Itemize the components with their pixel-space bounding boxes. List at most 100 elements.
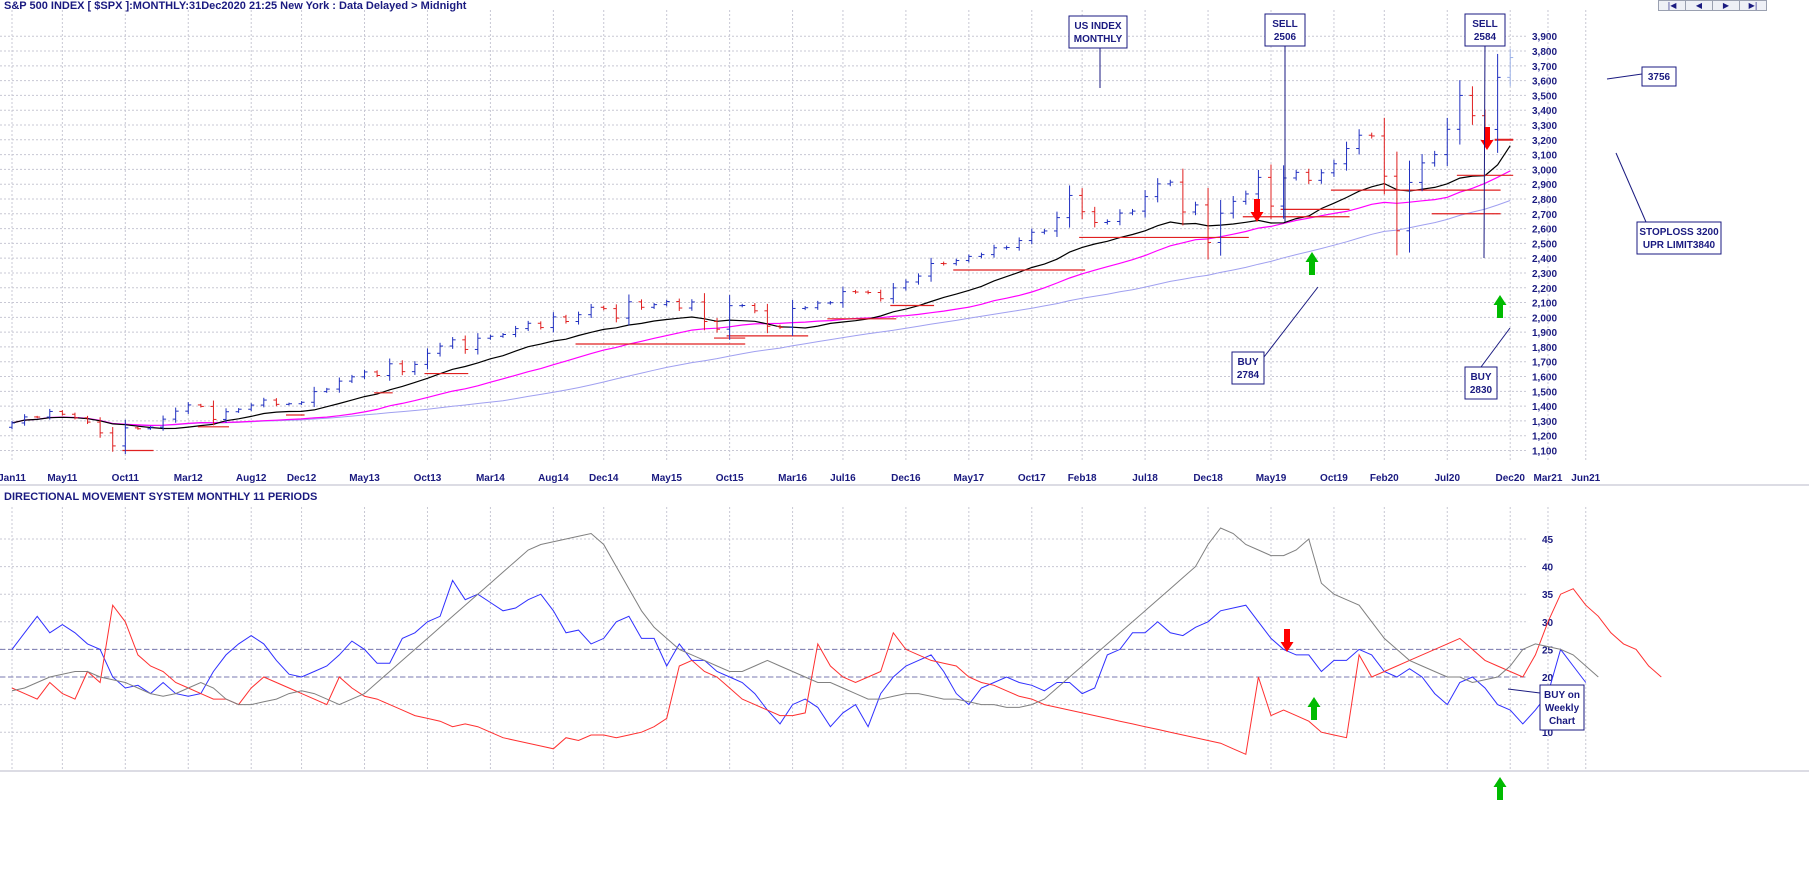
adx-line xyxy=(11,527,1599,708)
dmi-tick-label: 20 xyxy=(1542,673,1554,684)
price-tick-label: 2,800 xyxy=(1532,195,1557,206)
price-tick-label: 2,900 xyxy=(1532,180,1557,191)
price-tick-label: 3,300 xyxy=(1532,121,1557,132)
sell-arrow xyxy=(1480,127,1494,150)
date-tick-label: Jun21 xyxy=(1571,473,1600,484)
dmi-tick-label: 40 xyxy=(1542,563,1554,574)
date-tick-label: Jul16 xyxy=(830,473,856,484)
price-tick-label: 1,600 xyxy=(1532,373,1557,384)
price-tick-label: 1,400 xyxy=(1532,402,1557,413)
price-tick-label: 1,500 xyxy=(1532,387,1557,398)
date-tick-label: Feb20 xyxy=(1370,473,1399,484)
date-tick-label: Dec14 xyxy=(589,473,619,484)
buy-2784-annotation-text: BUY xyxy=(1237,357,1258,368)
date-tick-label: Dec18 xyxy=(1193,473,1223,484)
date-tick-label: Dec20 xyxy=(1495,473,1525,484)
date-tick-label: Jul20 xyxy=(1434,473,1460,484)
date-tick-label: Mar16 xyxy=(778,473,807,484)
date-tick-label: Jan11 xyxy=(0,473,26,484)
annotation-connector xyxy=(1507,688,1541,694)
sell-2584-annotation-text: 2584 xyxy=(1474,32,1497,43)
us-index-monthly-annotation-text: US INDEX xyxy=(1074,21,1122,32)
buy-2784-annotation-box xyxy=(1231,351,1265,385)
date-tick-label: Mar12 xyxy=(174,473,203,484)
price-tick-label: 1,700 xyxy=(1532,358,1557,369)
date-tick-label: Feb18 xyxy=(1068,473,1097,484)
sell-2584-annotation-box xyxy=(1464,13,1506,47)
price-tick-label: 2,400 xyxy=(1532,254,1557,265)
sell-2506-annotation-text: 2506 xyxy=(1274,32,1297,43)
price-tick-label: 3,400 xyxy=(1532,106,1557,117)
buy-weekly-annotation-box xyxy=(1539,684,1585,731)
buy-weekly-annotation-text: BUY on xyxy=(1544,690,1580,701)
buy-2830-annotation-text: BUY xyxy=(1470,372,1491,383)
dmi-tick-label: 25 xyxy=(1542,645,1554,656)
date-tick-label: May17 xyxy=(954,473,985,484)
date-tick-label: Dec16 xyxy=(891,473,921,484)
date-tick-label: Jul18 xyxy=(1132,473,1158,484)
price-tick-label: 2,500 xyxy=(1532,239,1557,250)
date-tick-label: Oct15 xyxy=(716,473,744,484)
price-tick-label: 2,300 xyxy=(1532,269,1557,280)
stoploss-annotation-text: UPR LIMIT3840 xyxy=(1643,240,1716,251)
date-tick-label: Oct11 xyxy=(112,473,140,484)
buy-arrow xyxy=(1305,252,1319,275)
date-tick-label: May11 xyxy=(47,473,77,484)
price-tick-label: 3,700 xyxy=(1532,62,1557,73)
price-tick-label: 2,000 xyxy=(1532,313,1557,324)
dmi-minus-line xyxy=(11,588,1662,756)
date-tick-label: May13 xyxy=(349,473,380,484)
target-3756-annotation-text: 3756 xyxy=(1648,72,1671,83)
sell-arrow xyxy=(1250,199,1264,222)
buy-weekly-annotation-text: Chart xyxy=(1549,716,1576,727)
dmi-tick-label: 35 xyxy=(1542,590,1554,601)
price-tick-label: 1,100 xyxy=(1532,447,1557,458)
date-tick-label: Dec12 xyxy=(287,473,317,484)
stoploss-annotation-text: STOPLOSS 3200 xyxy=(1639,227,1719,238)
date-tick-label: Oct17 xyxy=(1018,473,1046,484)
annotation-connector xyxy=(1606,73,1643,80)
annotation-connector xyxy=(1263,286,1319,358)
indicator-title: DIRECTIONAL MOVEMENT SYSTEM MONTHLY 11 P… xyxy=(4,491,318,503)
price-tick-label: 1,200 xyxy=(1532,432,1557,443)
price-tick-label: 1,300 xyxy=(1532,417,1557,428)
target-3756-annotation-box xyxy=(1641,66,1677,87)
price-tick-label: 3,200 xyxy=(1532,136,1557,147)
date-tick-label: May19 xyxy=(1256,473,1287,484)
us-index-monthly-annotation-box xyxy=(1068,15,1128,49)
date-tick-label: Oct19 xyxy=(1320,473,1348,484)
stoploss-annotation-box xyxy=(1636,221,1722,255)
date-tick-label: May15 xyxy=(651,473,682,484)
price-tick-label: 3,100 xyxy=(1532,151,1557,162)
buy-2830-annotation-text: 2830 xyxy=(1470,385,1493,396)
date-tick-label: Mar14 xyxy=(476,473,505,484)
price-tick-label: 1,900 xyxy=(1532,328,1557,339)
dmi-sell-arrow xyxy=(1280,629,1294,652)
price-tick-label: 3,900 xyxy=(1532,32,1557,43)
dmi-buy-arrow xyxy=(1493,777,1507,800)
annotation-connector xyxy=(1480,327,1511,368)
dmi-buy-arrow xyxy=(1307,697,1321,720)
dmi-tick-label: 10 xyxy=(1542,728,1554,739)
last-page-button[interactable]: ▶| xyxy=(1739,0,1767,11)
chart-navigation: |◀ ◀ ▶ ▶| xyxy=(1658,0,1767,11)
price-tick-label: 2,200 xyxy=(1532,284,1557,295)
sell-2506-annotation-box xyxy=(1264,13,1306,47)
date-tick-label: Aug14 xyxy=(538,473,569,484)
sell-2506-annotation-text: SELL xyxy=(1272,19,1298,30)
date-tick-label: Mar21 xyxy=(1534,473,1563,484)
price-tick-label: 3,600 xyxy=(1532,77,1557,88)
mid-moving-average-line xyxy=(11,170,1511,427)
dmi-plus-line xyxy=(11,579,1587,728)
sell-2584-annotation-text: SELL xyxy=(1472,19,1498,30)
us-index-monthly-annotation-text: MONTHLY xyxy=(1074,34,1123,45)
chart-title: S&P 500 INDEX [ $SPX ]:MONTHLY:31Dec2020… xyxy=(4,0,467,12)
annotation-connector xyxy=(1615,152,1647,223)
date-tick-label: Oct13 xyxy=(414,473,442,484)
buy-2830-annotation-box xyxy=(1464,366,1498,400)
date-tick-label: Aug12 xyxy=(236,473,267,484)
long-moving-average-line xyxy=(11,200,1511,427)
price-tick-label: 3,500 xyxy=(1532,91,1557,102)
price-tick-label: 2,100 xyxy=(1532,299,1557,310)
